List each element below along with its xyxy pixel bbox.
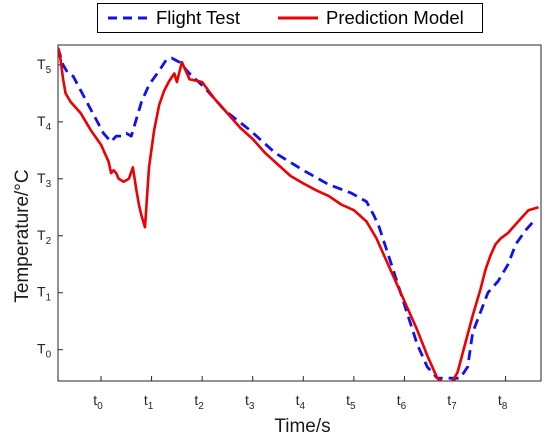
y-tick-label: T5 xyxy=(37,56,52,76)
x-tick-label: t5 xyxy=(346,392,356,412)
legend-item-prediction-model: Prediction Model xyxy=(278,4,464,32)
x-tick-label: t0 xyxy=(93,392,103,412)
x-axis-label: Time/s xyxy=(274,416,331,437)
x-axis: t0 t1 t2 t3 t4 t5 t6 t7 t8 xyxy=(93,376,508,412)
series-layer xyxy=(58,47,539,381)
plot-frame xyxy=(57,44,542,382)
plot-area xyxy=(57,44,542,382)
series-line-prediction-model xyxy=(58,47,539,381)
x-tick-label: t1 xyxy=(144,392,154,412)
y-axis-label: Temperature/°C xyxy=(12,169,33,303)
x-tick-label: t2 xyxy=(194,392,204,412)
legend: Flight Test Prediction Model xyxy=(97,3,483,33)
legend-label: Prediction Model xyxy=(326,7,464,28)
x-tick-label: t3 xyxy=(245,392,255,412)
legend-label: Flight Test xyxy=(156,7,240,28)
x-tick-label: t4 xyxy=(296,392,306,412)
legend-item-flight-test: Flight Test xyxy=(108,4,240,32)
legend-swatch-solid xyxy=(278,16,318,20)
x-tick-label: t8 xyxy=(498,392,508,412)
y-tick-label: T1 xyxy=(37,284,52,304)
y-tick-label: T2 xyxy=(37,227,52,247)
legend-swatch-dashed xyxy=(108,16,148,20)
y-tick-label: T3 xyxy=(37,170,52,190)
y-tick-label: T4 xyxy=(37,113,52,133)
x-tick-label: t7 xyxy=(447,392,457,412)
x-tick-label: t6 xyxy=(397,392,407,412)
y-tick-label: T0 xyxy=(37,341,52,361)
